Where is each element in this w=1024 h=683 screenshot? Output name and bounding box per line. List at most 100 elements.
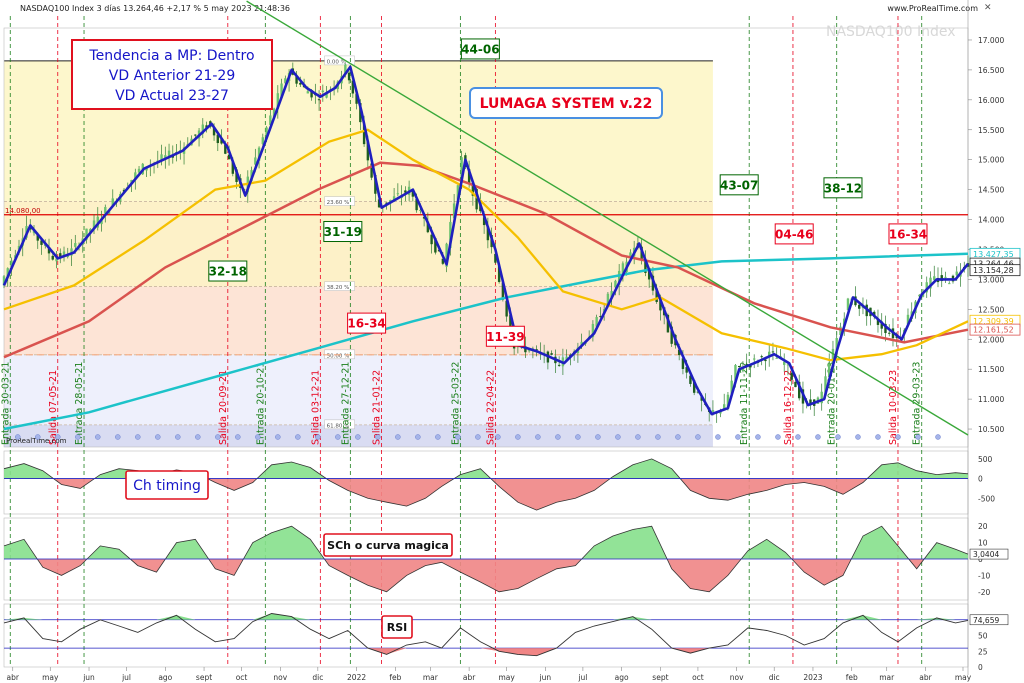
candle-body (111, 198, 114, 206)
lumaga-frame (469, 87, 663, 119)
signal-label: Salida 03-12-21 (310, 370, 321, 445)
score-box-text: 32-18 (209, 265, 247, 279)
event-dot (575, 434, 581, 440)
candle-body (711, 410, 715, 412)
candle-body (839, 326, 842, 336)
candle-body (92, 220, 96, 229)
ch-timing-y-tick-label: -500 (978, 494, 995, 503)
candle-body (798, 381, 801, 399)
sch-value-text: 3,0404 (973, 550, 999, 559)
candle-body (948, 283, 951, 285)
candle-body (689, 375, 692, 384)
candle-body (456, 185, 460, 200)
sch-y-tick-label: 0 (978, 555, 983, 564)
candle-body (2, 276, 6, 286)
score-box-text: 16-34 (889, 227, 927, 241)
x-tick-label: dic (769, 673, 780, 682)
candle-body (535, 349, 538, 351)
score-box-frame (347, 312, 387, 334)
event-dot (15, 434, 21, 440)
candle-body (422, 217, 426, 219)
candle-body (51, 255, 54, 260)
x-tick-label: nov (273, 673, 287, 682)
candle-body (47, 246, 51, 254)
candle-body (235, 169, 238, 182)
fib-label-text: 50.00 % (327, 353, 350, 359)
signal-label: Entrada 20-10-21 (255, 362, 266, 445)
ma50-line (3, 128, 969, 362)
x-tick-label: ago (158, 673, 172, 682)
candle-body (6, 268, 9, 278)
fib-zone (4, 354, 713, 425)
rsi-oversold-area (4, 648, 968, 656)
sch-y-tick-label: -20 (978, 588, 990, 597)
event-dot (695, 434, 701, 440)
header-title: NASDAQ100 Index 3 días 13.264,46 +2,17 %… (20, 4, 291, 13)
candle-body (790, 372, 793, 380)
candle-body (66, 255, 69, 258)
candle-body (344, 64, 347, 74)
event-dot (155, 434, 161, 440)
candle-body (876, 319, 880, 325)
candle-body (617, 270, 621, 285)
lumaga-text: LUMAGA SYSTEM v.22 (480, 96, 653, 112)
candle-body (501, 282, 505, 300)
event-dot (295, 434, 301, 440)
event-dot (935, 434, 941, 440)
candle-body (272, 108, 276, 117)
candle-body (752, 358, 756, 360)
price-value-label: 12.161,52 (969, 323, 1021, 336)
event-dot (395, 434, 401, 440)
candle-body (775, 357, 778, 359)
event-dot (115, 434, 121, 440)
fib-label-box (324, 55, 355, 66)
rsi-overbought-area (4, 613, 968, 620)
candle-body (599, 316, 602, 318)
candle-body (696, 391, 700, 393)
candle-body (666, 314, 670, 333)
y-tick-label: 13.000 (978, 275, 1004, 284)
sch-y-tick-label: 10 (978, 539, 988, 548)
event-dot (615, 434, 621, 440)
close-icon[interactable]: ✕ (984, 3, 992, 13)
x-tick-label: feb (846, 673, 858, 682)
candle-body (475, 189, 478, 210)
candle-body (786, 364, 790, 366)
ch-timing-y-tick-label: 500 (978, 455, 993, 464)
fib-label: 23.60 % (324, 196, 355, 206)
candle-body (321, 90, 325, 93)
candle-body (614, 280, 617, 288)
sch-y-tick-label: -10 (978, 571, 990, 580)
candle-body (460, 157, 463, 181)
header-site: www.ProRealTime.com (887, 4, 978, 13)
candle-body (280, 83, 283, 98)
candle-body (516, 346, 520, 348)
event-dot (455, 434, 461, 440)
price-value-label: 13.427,35 (969, 247, 1021, 260)
event-dots-group (15, 434, 941, 440)
score-box-text: 43-07 (720, 178, 758, 192)
candle-body (261, 137, 265, 145)
candle-body (449, 221, 452, 248)
candle-body (828, 363, 831, 378)
candle-body (647, 267, 651, 280)
candle-body (392, 196, 396, 202)
candle-body (145, 167, 148, 171)
event-dot (895, 434, 901, 440)
y-tick-label: 16.000 (978, 96, 1004, 105)
candle-body (726, 394, 730, 409)
price-value-label: 13.154,28 (969, 264, 1021, 277)
candle-body (295, 76, 298, 84)
fib-zone (4, 201, 713, 287)
candle-body (137, 168, 141, 173)
x-tick-label: 2023 (803, 673, 822, 682)
candle-body (351, 80, 355, 94)
price-value-box (969, 264, 1021, 277)
y-tick-label: 12.500 (978, 305, 1004, 314)
x-tick-label: ago (615, 673, 629, 682)
candle-body (670, 326, 673, 344)
score-box-frame (485, 325, 525, 347)
resistance-label: 14.080,00 (5, 207, 41, 215)
candle-body (591, 323, 595, 338)
